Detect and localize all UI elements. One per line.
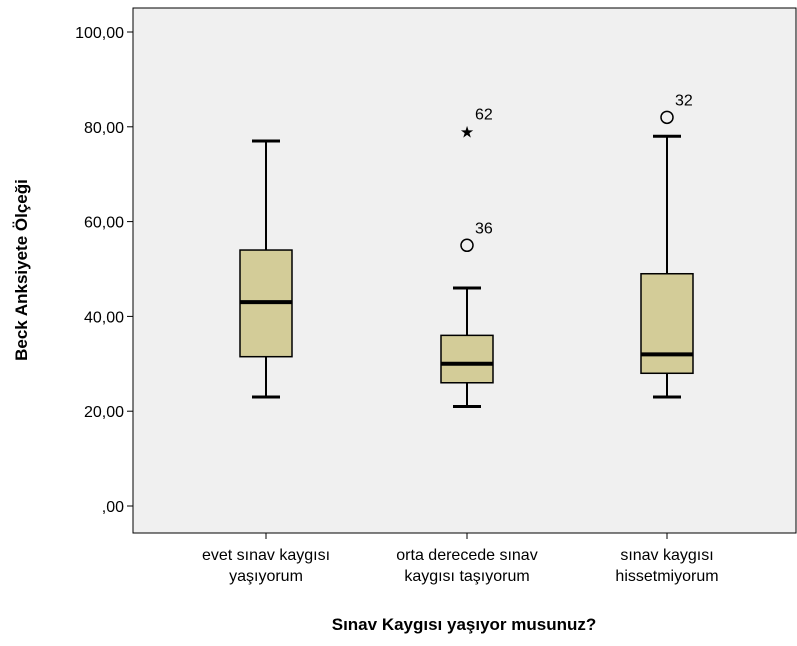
box	[441, 335, 493, 382]
y-tick-label: 40,00	[84, 309, 124, 326]
box	[641, 274, 693, 374]
y-tick-label: 60,00	[84, 215, 124, 232]
y-tick-label: 100,00	[75, 25, 124, 42]
y-axis-title: Beck Anksiyete Ölçeği	[12, 179, 31, 361]
outlier-label: 36	[475, 220, 493, 237]
x-tick-label: orta derecede sınav	[396, 547, 537, 564]
plot-area	[133, 8, 796, 533]
outlier-label: 62	[475, 107, 493, 124]
x-tick-label: hissetmiyorum	[615, 568, 718, 585]
outlier-label: 32	[675, 92, 693, 109]
x-tick-label: sınav kaygısı	[620, 547, 713, 564]
x-axis-title: Sınav Kaygısı yaşıyor musunuz?	[332, 615, 597, 634]
outlier-star: ★	[460, 125, 474, 142]
y-tick-label: 20,00	[84, 404, 124, 421]
y-tick-label: 80,00	[84, 120, 124, 137]
x-tick-label: yaşıyorum	[229, 568, 303, 585]
x-tick-label: kaygısı taşıyorum	[404, 568, 529, 585]
x-tick-label: evet sınav kaygısı	[202, 547, 330, 564]
y-tick-label: ,00	[102, 499, 124, 516]
